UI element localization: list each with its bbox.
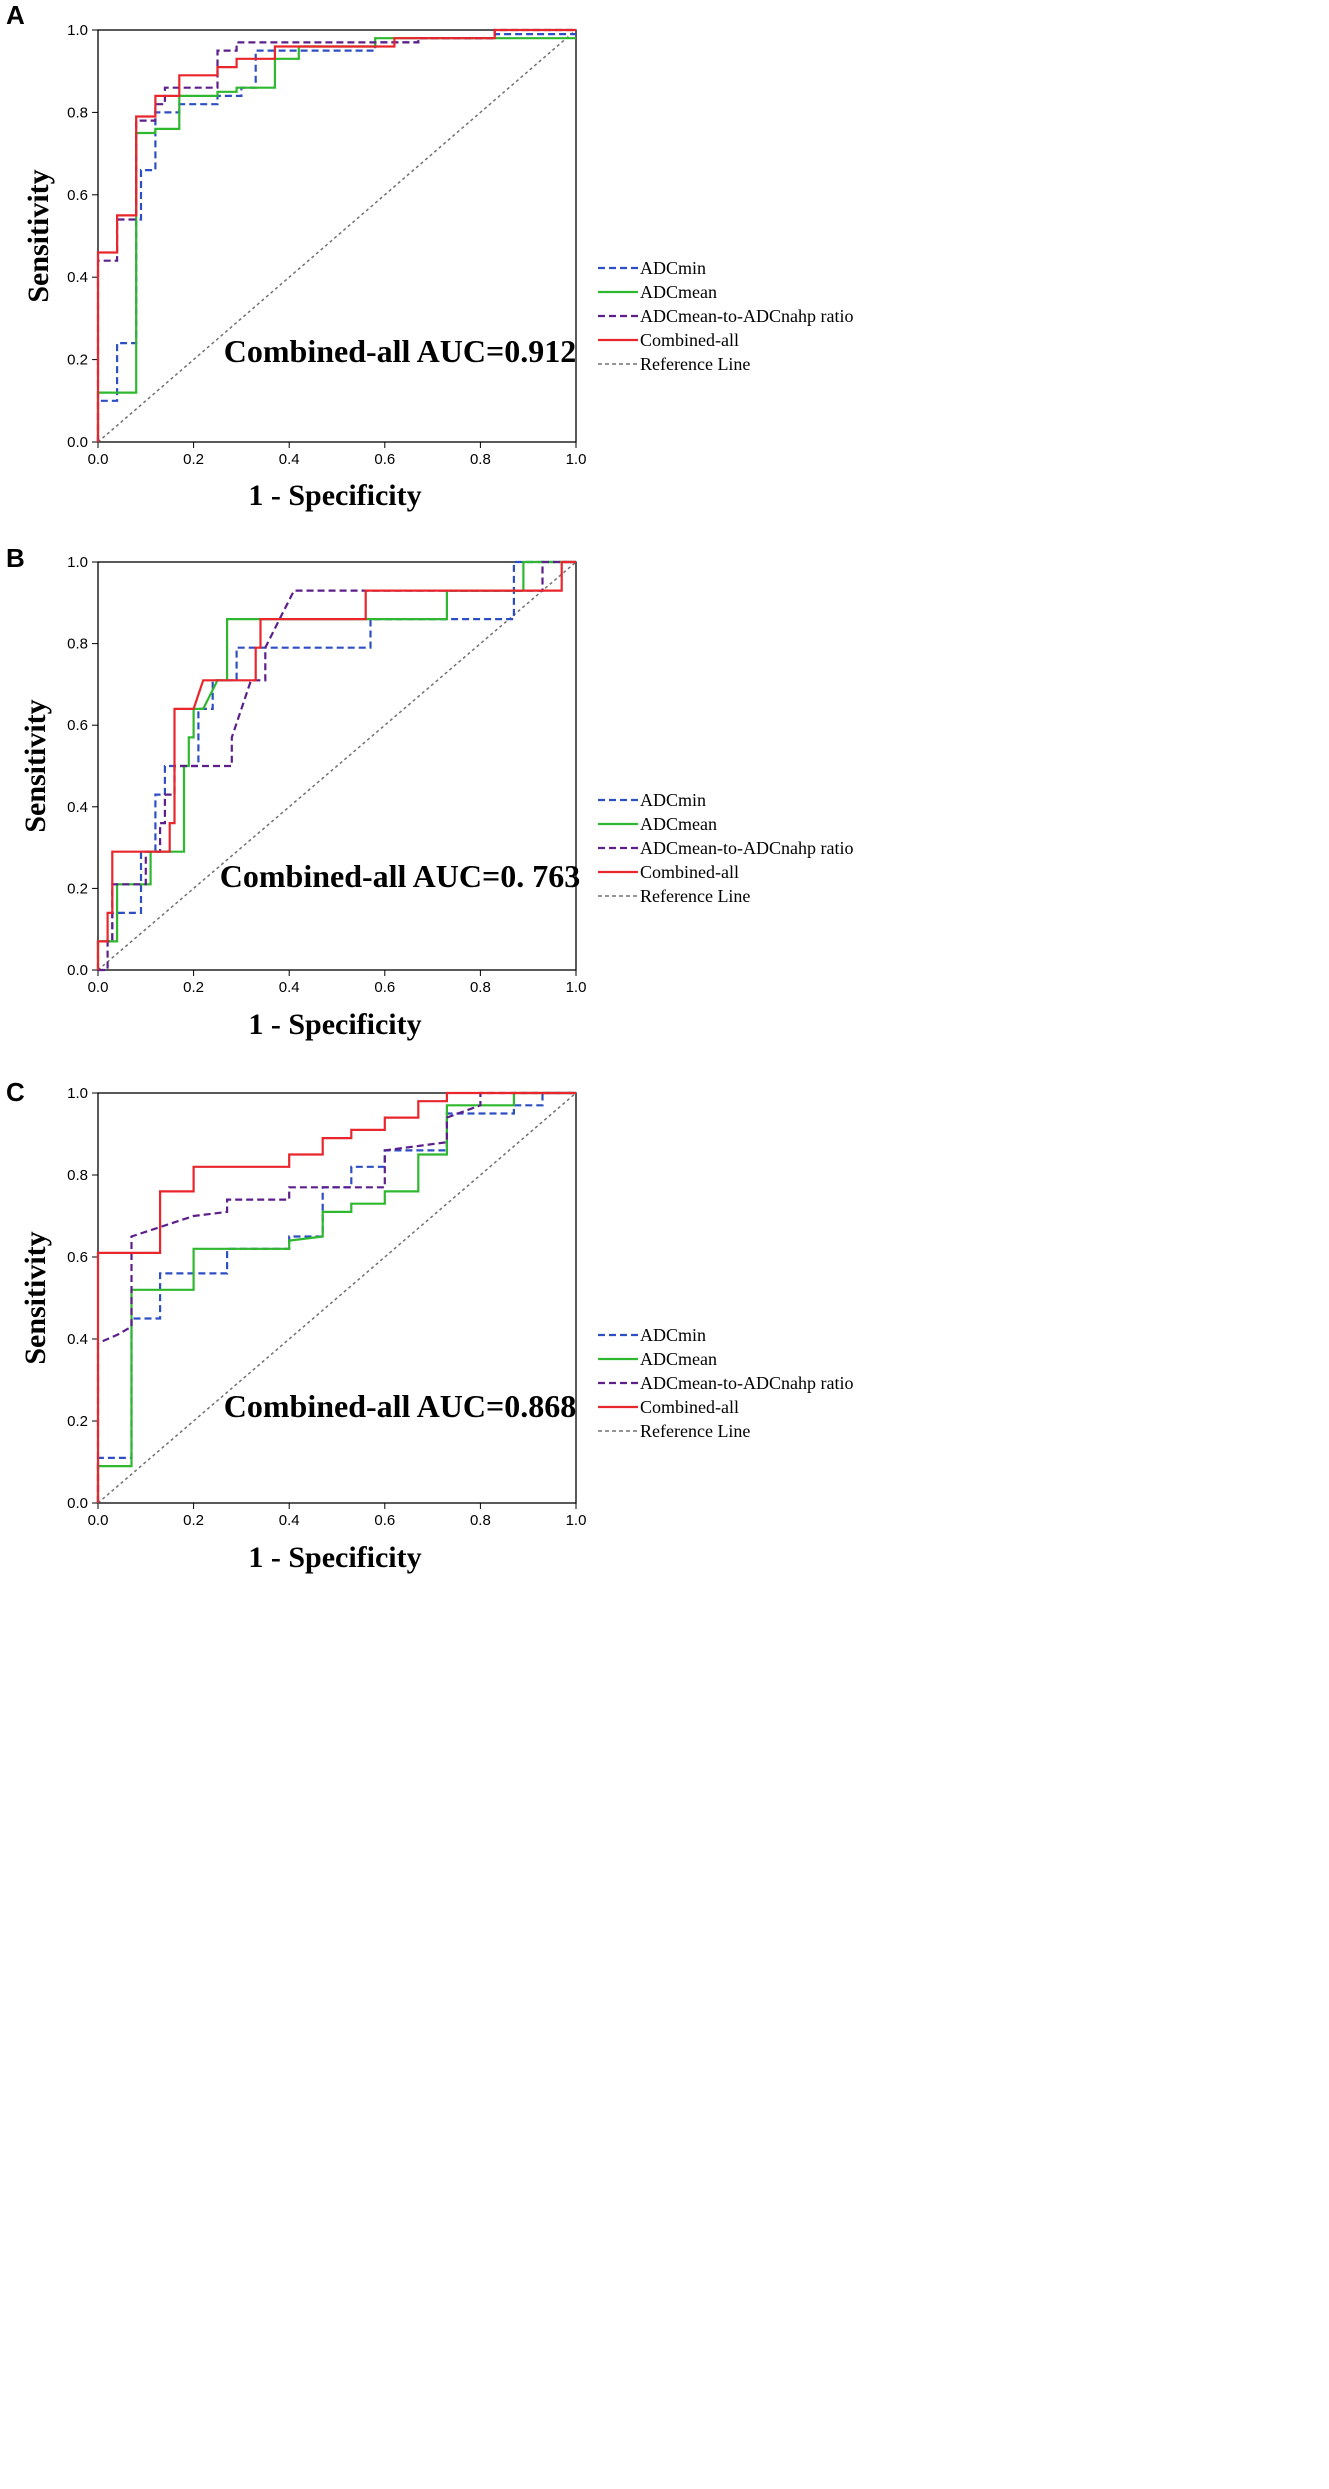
y-tick-label: 0.2 <box>67 352 88 369</box>
x-tick-label: 0.0 <box>88 979 109 996</box>
y-tick-label: 0.0 <box>67 962 88 979</box>
x-tick-label: 0.0 <box>88 1512 109 1529</box>
x-tick-label: 0.8 <box>470 979 491 996</box>
panel-letter: A <box>6 0 25 30</box>
roc-line-combined-all <box>96 28 576 442</box>
x-tick-label: 0.2 <box>183 1512 204 1529</box>
x-tick-label: 1.0 <box>566 451 587 468</box>
roc-line-adcmean-to-adcnahp-ratio <box>96 28 576 442</box>
panel-letter: B <box>6 543 25 573</box>
x-tick-label: 0.6 <box>374 979 395 996</box>
y-tick-label: 0.4 <box>67 269 88 286</box>
x-tick-label: 0.4 <box>279 1512 300 1529</box>
y-tick-label: 0.8 <box>67 636 88 653</box>
y-axis-title: Sensitivity <box>19 699 52 832</box>
y-tick-label: 0.0 <box>67 1495 88 1512</box>
y-tick-label: 0.6 <box>67 717 88 734</box>
legend-label: Combined-all <box>640 330 739 350</box>
x-tick-label: 0.8 <box>470 1512 491 1529</box>
panel-c: C 0.0 0.2 0.4 0.6 0.8 1.0 0.0 0.2 0.4 0.6 0.8 1.0 1 -… <box>6 1077 853 1574</box>
y-tick-label: 0.0 <box>67 434 88 451</box>
panel-letter: C <box>6 1077 25 1107</box>
x-tick-label: 0.8 <box>470 451 491 468</box>
y-tick-label: 0.2 <box>67 880 88 897</box>
legend: ADCmin ADCmean ADCmean-to-ADCnahp ratio Com… <box>598 790 853 906</box>
x-axis-title: 1 - Specificity <box>248 1541 421 1574</box>
legend-label: Combined-all <box>640 862 739 882</box>
x-tick-label: 0.6 <box>374 451 395 468</box>
roc-line-adcmean <box>96 560 576 970</box>
legend-label: Reference Line <box>640 886 750 906</box>
legend-label: ADCmean-to-ADCnahp ratio <box>640 838 853 858</box>
x-tick-label: 0.2 <box>183 451 204 468</box>
roc-line-combined-all <box>96 560 576 970</box>
y-axis-title: Sensitivity <box>22 169 55 302</box>
roc-line-adcmean-to-adcnahp-ratio <box>96 1091 576 1503</box>
legend-label: Reference Line <box>640 1421 750 1441</box>
panel-a: A 0.0 0.2 0.4 0.6 0.8 1.0 0.0 0.2 0.4 0.6 0.8 1.0 1 -… <box>6 0 853 512</box>
y-axis-title: Sensitivity <box>19 1231 52 1364</box>
auc-annotation: Combined-all AUC=0. 763 <box>220 858 580 894</box>
y-tick-label: 0.8 <box>67 104 88 121</box>
y-tick-label: 0.6 <box>67 1249 88 1266</box>
x-tick-label: 1.0 <box>566 1512 587 1529</box>
x-tick-label: 1.0 <box>566 979 587 996</box>
y-tick-label: 0.6 <box>67 187 88 204</box>
legend-label: ADCmin <box>640 790 706 810</box>
x-tick-label: 0.4 <box>279 451 300 468</box>
auc-annotation: Combined-all AUC=0.868 <box>224 1388 576 1424</box>
legend: ADCmin ADCmean ADCmean-to-ADCnahp ratio Com… <box>598 1325 853 1441</box>
y-tick-label: 0.2 <box>67 1413 88 1430</box>
plot-frame <box>97 29 577 443</box>
auc-annotation: Combined-all AUC=0.912 <box>224 333 576 369</box>
legend-label: ADCmin <box>640 1325 706 1345</box>
legend-label: ADCmean-to-ADCnahp ratio <box>640 1373 853 1393</box>
x-tick-label: 0.6 <box>374 1512 395 1529</box>
y-tick-label: 0.4 <box>67 799 88 816</box>
roc-line-adcmean <box>96 37 576 442</box>
y-tick-label: 1.0 <box>67 22 88 39</box>
x-axis-title: 1 - Specificity <box>248 479 421 512</box>
legend-label: ADCmean <box>640 1349 717 1369</box>
legend-label: ADCmean <box>640 282 717 302</box>
legend-label: Combined-all <box>640 1397 739 1417</box>
x-tick-label: 0.4 <box>279 979 300 996</box>
x-tick-label: 0.0 <box>88 451 109 468</box>
legend-label: ADCmin <box>640 258 706 278</box>
y-tick-label: 1.0 <box>67 1085 88 1102</box>
legend-label: Reference Line <box>640 354 750 374</box>
legend: ADCmin ADCmean ADCmean-to-ADCnahp ratio Com… <box>598 258 853 374</box>
reference-line <box>97 29 577 443</box>
plot-frame <box>97 561 577 971</box>
panel-b: B 0.0 0.2 0.4 0.6 0.8 1.0 0.0 0.2 0.4 0.6 0.8 1.0 1 -… <box>6 543 853 1041</box>
legend-label: ADCmean <box>640 814 717 834</box>
reference-line <box>97 1092 577 1504</box>
legend-label: ADCmean-to-ADCnahp ratio <box>640 306 853 326</box>
x-axis-title: 1 - Specificity <box>248 1008 421 1041</box>
x-tick-label: 0.2 <box>183 979 204 996</box>
y-tick-label: 0.8 <box>67 1167 88 1184</box>
roc-line-combined-all <box>96 1091 576 1503</box>
y-tick-label: 1.0 <box>67 554 88 571</box>
reference-line <box>97 561 577 971</box>
y-tick-label: 0.4 <box>67 1331 88 1348</box>
